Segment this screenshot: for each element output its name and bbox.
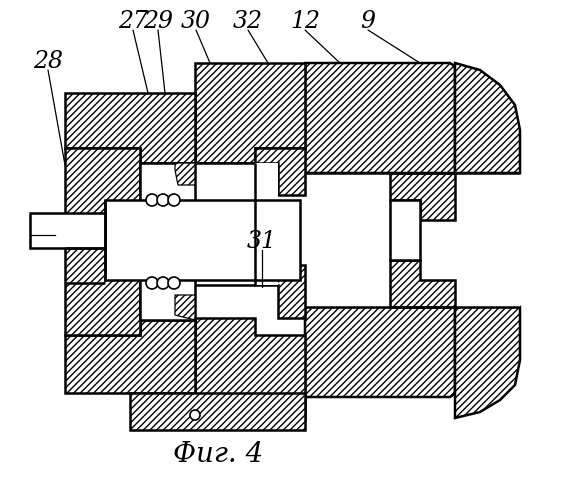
Polygon shape [255,265,305,318]
Polygon shape [130,393,305,430]
Polygon shape [305,63,455,173]
Circle shape [168,277,180,289]
Polygon shape [195,63,305,163]
Polygon shape [65,148,140,335]
Text: 27: 27 [118,10,148,34]
Text: 9: 9 [360,10,376,34]
Circle shape [146,194,158,206]
Polygon shape [390,173,455,220]
Polygon shape [455,63,520,173]
Bar [140,163,195,320]
Polygon shape [195,318,305,420]
Polygon shape [455,307,520,418]
Bar [105,200,300,280]
Bar [305,173,520,307]
Circle shape [146,277,158,289]
Polygon shape [305,307,455,397]
Circle shape [157,277,169,289]
Bar [195,163,278,285]
Text: Фиг. 4: Фиг. 4 [173,442,263,468]
Text: 31: 31 [247,230,277,254]
Circle shape [190,410,200,420]
Text: 12: 12 [290,10,320,34]
Bar [30,213,105,248]
Text: 29: 29 [143,10,173,34]
Polygon shape [65,93,195,163]
Text: 30: 30 [181,10,211,34]
Polygon shape [65,320,195,393]
Polygon shape [175,163,195,185]
Bar [390,200,420,260]
Polygon shape [390,260,455,307]
Polygon shape [255,148,305,195]
Polygon shape [175,295,195,320]
Text: 32: 32 [233,10,263,34]
Text: 28: 28 [33,50,63,74]
Circle shape [168,194,180,206]
Circle shape [157,194,169,206]
